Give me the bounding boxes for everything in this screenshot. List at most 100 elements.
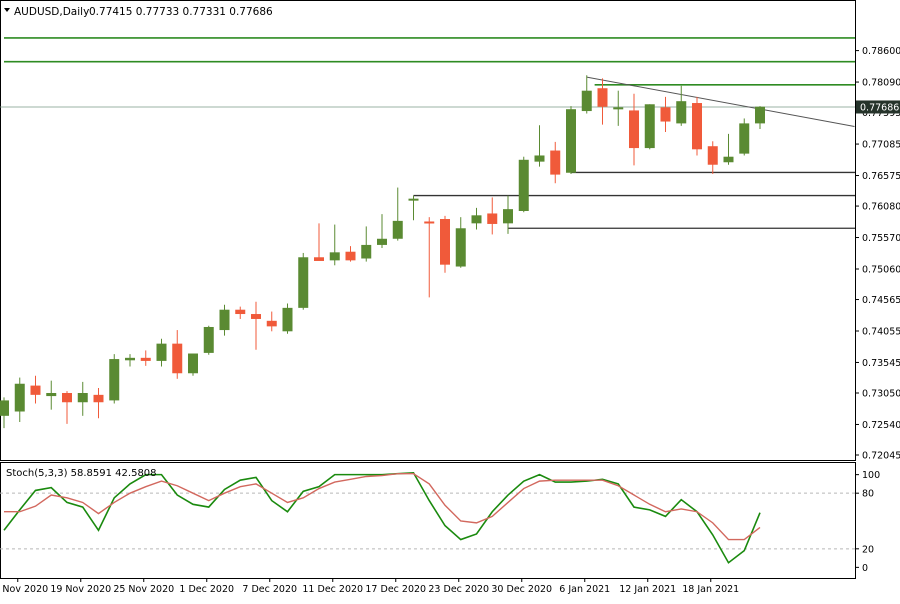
- price-tick-label: 0.78600: [862, 46, 900, 57]
- candle-bullish: [109, 359, 120, 401]
- candle-bearish: [629, 110, 639, 149]
- price-tick-label: 0.76575: [862, 171, 900, 182]
- candle-bearish: [266, 320, 277, 327]
- candle-bullish: [613, 107, 624, 110]
- current-price-tag: 0.77686: [856, 100, 900, 114]
- candle-bullish: [739, 123, 750, 154]
- time-tick-label: 12 Jan 2021: [619, 584, 676, 595]
- candle-bullish: [219, 309, 230, 331]
- candles: [0, 75, 765, 429]
- price-tick-label: 0.75060: [862, 264, 900, 275]
- time-tick-label: 6 Jan 2021: [559, 584, 610, 595]
- price-tick-label: 0.74565: [862, 295, 900, 306]
- time-tick-label: 13 Nov 2020: [0, 584, 48, 595]
- candle-bullish: [203, 326, 214, 353]
- candle-bullish: [14, 383, 25, 412]
- candle-bearish: [660, 107, 671, 122]
- candle-bullish: [77, 392, 88, 403]
- candle-bearish: [707, 146, 718, 165]
- time-tick-label: 7 Dec 2020: [242, 584, 297, 595]
- symbol-label: AUDUSD,Daily: [14, 6, 89, 18]
- candle-bullish: [676, 101, 687, 124]
- candle-bearish: [597, 88, 608, 107]
- stoch-signal-line: [4, 473, 761, 541]
- symbol-dropdown-icon[interactable]: [4, 8, 10, 12]
- candle-bullish: [282, 307, 293, 332]
- stoch-tick-label: 0: [862, 563, 868, 574]
- candle-bullish: [156, 343, 167, 361]
- candle-bearish: [314, 257, 324, 261]
- time-tick-label: 18 Jan 2021: [682, 584, 739, 595]
- candle-bearish: [424, 221, 435, 224]
- stoch-axis: 100 80 20 0: [855, 470, 880, 574]
- ohlc-values: 0.77415 0.77733 0.77331 0.77686: [89, 6, 273, 18]
- candle-bullish: [0, 400, 9, 416]
- candle-bearish: [550, 150, 561, 175]
- time-tick-label: 25 Nov 2020: [113, 584, 174, 595]
- stoch-tick-label: 100: [862, 470, 880, 481]
- candle-bullish: [534, 155, 545, 162]
- candle-bullish: [644, 104, 655, 149]
- time-tick-label: 23 Dec 2020: [428, 584, 489, 595]
- candle-bullish: [755, 106, 765, 124]
- price-tick-label: 0.72045: [862, 451, 900, 462]
- candle-bullish: [329, 252, 340, 261]
- stoch-lines: [0, 471, 855, 564]
- candle-bullish: [298, 257, 309, 308]
- time-tick-label: 11 Dec 2020: [302, 584, 363, 595]
- candle-bearish: [487, 213, 498, 224]
- level-lines: [0, 37, 855, 229]
- price-tick-label: 0.76080: [862, 202, 900, 213]
- candle-bullish: [377, 238, 387, 245]
- price-tick-label: 0.74055: [862, 326, 900, 337]
- current-price-tag-text: 0.77686: [860, 102, 899, 113]
- price-tick-label: 0.72540: [862, 420, 900, 431]
- candle-bullish: [392, 220, 403, 239]
- price-tick-label: 0.77085: [862, 140, 900, 151]
- candle-bullish: [471, 215, 482, 224]
- time-tick-label: 17 Dec 2020: [365, 584, 426, 595]
- candle-bullish: [188, 353, 198, 374]
- candle-bearish: [62, 392, 72, 403]
- candle-bullish: [361, 244, 372, 259]
- candle-bearish: [235, 309, 246, 315]
- stoch-main-line: [3, 471, 761, 564]
- candle-bearish: [692, 103, 702, 150]
- candle-bullish: [125, 357, 135, 361]
- candle-bullish: [723, 156, 734, 163]
- stoch-panel-border: [0, 462, 856, 579]
- stoch-tick-label: 80: [862, 489, 874, 500]
- candle-bullish: [566, 109, 576, 173]
- candle-bullish: [581, 90, 592, 112]
- candle-bullish: [503, 209, 513, 224]
- candle-bullish: [46, 392, 57, 397]
- candle-bearish: [172, 343, 183, 374]
- stoch-indicator-label: Stoch(5,3,3) 58.8591 42.5808: [6, 468, 157, 479]
- price-tick-label: 0.77595: [862, 108, 900, 119]
- current-price-tag-bg: [856, 100, 900, 114]
- trend-line: [586, 76, 855, 127]
- candle-bearish: [30, 385, 41, 395]
- candle-bearish: [251, 314, 261, 319]
- candle-bearish: [140, 357, 151, 361]
- price-tick-label: 0.73545: [862, 358, 900, 369]
- candle-bearish: [440, 219, 450, 265]
- candle-bullish: [455, 228, 466, 267]
- price-tick-label: 0.75570: [862, 233, 900, 244]
- candle-bearish: [93, 394, 104, 403]
- time-tick-label: 1 Dec 2020: [179, 584, 234, 595]
- candle-bullish: [518, 159, 529, 211]
- candle-bearish: [345, 251, 356, 261]
- time-tick-label: 30 Dec 2020: [491, 584, 552, 595]
- price-tick-label: 0.73050: [862, 388, 900, 399]
- price-axis: 0.78600 0.78090 0.77595 0.77085 0.76575 0.760…: [855, 46, 900, 462]
- candle-bullish: [408, 198, 419, 201]
- price-panel-border: [0, 0, 856, 461]
- stoch-tick-label: 20: [862, 544, 874, 555]
- time-tick-label: 19 Nov 2020: [50, 584, 111, 595]
- price-tick-label: 0.78090: [862, 78, 900, 89]
